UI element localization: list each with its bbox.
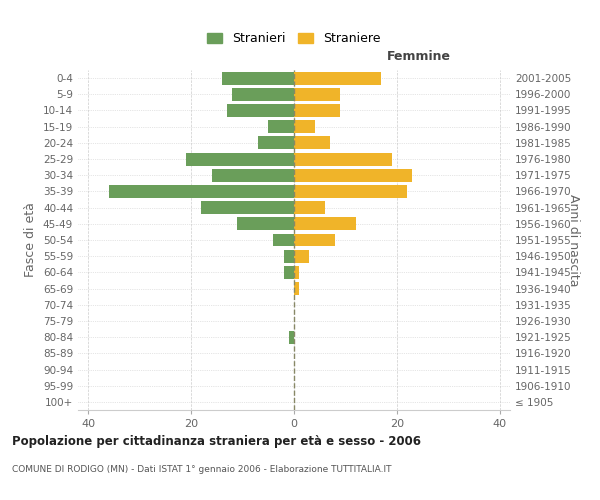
Bar <box>238 218 294 230</box>
Bar <box>294 104 340 117</box>
Bar <box>274 234 294 246</box>
Bar <box>227 104 294 117</box>
Bar <box>289 330 294 344</box>
Bar <box>294 72 382 85</box>
Bar <box>222 72 294 85</box>
Text: COMUNE DI RODIGO (MN) - Dati ISTAT 1° gennaio 2006 - Elaborazione TUTTITALIA.IT: COMUNE DI RODIGO (MN) - Dati ISTAT 1° ge… <box>12 465 392 474</box>
Bar <box>294 120 314 133</box>
Text: Popolazione per cittadinanza straniera per età e sesso - 2006: Popolazione per cittadinanza straniera p… <box>12 435 421 448</box>
Bar <box>294 218 356 230</box>
Bar <box>284 266 294 279</box>
Bar <box>294 250 310 262</box>
Legend: Stranieri, Straniere: Stranieri, Straniere <box>203 28 385 49</box>
Bar <box>232 88 294 101</box>
Bar <box>294 201 325 214</box>
Bar <box>294 169 412 181</box>
Bar <box>258 136 294 149</box>
Y-axis label: Anni di nascita: Anni di nascita <box>567 194 580 286</box>
Bar <box>284 250 294 262</box>
Bar <box>186 152 294 166</box>
Bar <box>294 266 299 279</box>
Text: Femmine: Femmine <box>387 50 451 63</box>
Bar <box>294 152 392 166</box>
Bar <box>109 185 294 198</box>
Bar <box>294 282 299 295</box>
Bar <box>202 201 294 214</box>
Bar <box>294 136 330 149</box>
Bar <box>294 88 340 101</box>
Bar <box>212 169 294 181</box>
Y-axis label: Fasce di età: Fasce di età <box>25 202 37 278</box>
Bar <box>294 185 407 198</box>
Bar <box>294 234 335 246</box>
Bar <box>268 120 294 133</box>
